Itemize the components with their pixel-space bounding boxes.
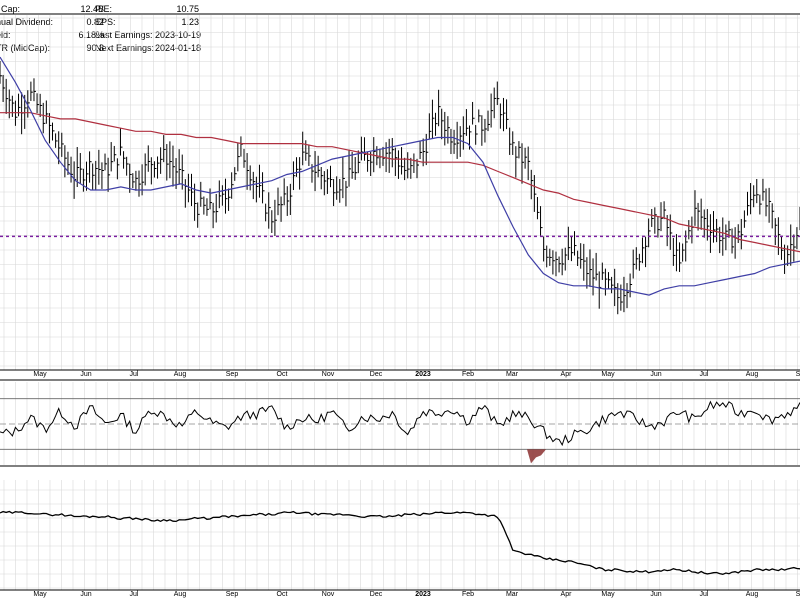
month-axis: May Jun Jul Aug Sep Oct Nov Dec 2023 Feb Mar Apr May… — [33, 371, 800, 598]
month-label: Nov — [322, 371, 335, 378]
info-right-row: Next Earnings:2024-01-18 — [95, 42, 202, 55]
month-label: 2023 — [415, 591, 431, 598]
info-left-value: 12.4B — [80, 4, 104, 14]
ma-short-line — [0, 56, 800, 296]
month-label: Feb — [462, 371, 474, 378]
info-right-row: EPS: 1.23 — [95, 16, 199, 29]
ma-long-line — [0, 112, 800, 253]
oscillator-panel — [0, 398, 800, 464]
month-label: Dec — [370, 371, 383, 378]
stock-info-right: P/E: 10.75 EPS: 1.23 Last Earnings: 2023-10-1… — [95, 3, 202, 55]
month-label: May — [33, 371, 47, 378]
info-right-row: P/E: 10.75 — [95, 3, 199, 16]
info-left-row: eld: 6.18% — [0, 29, 104, 42]
month-label: Apr — [561, 591, 573, 598]
info-right-value: 2024-01-18 — [155, 43, 202, 53]
info-left-row: TR (MidCap): 90.8 — [0, 42, 104, 55]
month-label: Sep — [226, 371, 239, 378]
month-label: Jun — [650, 371, 661, 378]
info-left-label: nual Dividend: — [0, 17, 54, 27]
month-label: Jun — [80, 371, 91, 378]
month-label: Jul — [700, 591, 709, 598]
month-label: Aug — [746, 371, 759, 378]
info-right-value: 1.23 — [181, 17, 199, 27]
month-label: Feb — [462, 591, 474, 598]
month-label: Jul — [700, 371, 709, 378]
month-label: S — [796, 371, 800, 378]
relative-strength-panel — [0, 510, 800, 575]
info-left-row: nual Dividend: 0.82 — [0, 16, 104, 29]
month-label: Aug — [174, 371, 187, 378]
month-label: May — [33, 591, 47, 598]
price-panel — [0, 56, 800, 315]
month-label: Oct — [277, 371, 288, 378]
info-right-label: EPS: — [95, 17, 116, 27]
month-label: Mar — [506, 591, 519, 598]
info-left-label: eld: — [0, 30, 11, 40]
info-right-label: P/E: — [95, 4, 113, 14]
month-label: May — [601, 371, 615, 378]
month-label: Jul — [130, 591, 139, 598]
info-right-label: Next Earnings: — [95, 43, 155, 53]
month-label: Mar — [506, 371, 519, 378]
month-label: Nov — [322, 591, 335, 598]
month-label: Oct — [277, 591, 288, 598]
osc-oversold-fill — [527, 449, 546, 464]
info-left-row: t Cap: 12.4B — [0, 3, 104, 16]
relative-strength-line — [0, 510, 800, 575]
info-right-row: Last Earnings: 2023-10-19 — [95, 29, 202, 42]
oscillator-line — [0, 400, 800, 447]
month-label: Aug — [174, 591, 187, 598]
month-label: Jul — [130, 371, 139, 378]
info-left-label: t Cap: — [0, 4, 21, 14]
month-label: Aug — [746, 591, 759, 598]
month-label: Apr — [561, 371, 573, 378]
stock-info-left: t Cap: 12.4B nual Dividend: 0.82 eld: 6.18% TR… — [0, 3, 104, 55]
month-label: S — [796, 591, 800, 598]
month-label: 2023 — [415, 371, 431, 378]
month-label: Jun — [80, 591, 91, 598]
info-left-value: 0.82 — [86, 17, 104, 27]
month-label: May — [601, 591, 615, 598]
month-label: Jun — [650, 591, 661, 598]
grid — [0, 13, 800, 591]
month-label: Dec — [370, 591, 383, 598]
info-right-value: 2023-10-19 — [155, 30, 202, 40]
info-left-label: TR (MidCap): — [0, 43, 51, 53]
info-left-value: 6.18% — [78, 30, 104, 40]
month-label: Sep — [226, 591, 239, 598]
info-left-value: 90.8 — [86, 43, 104, 53]
info-right-value: 10.75 — [176, 4, 199, 14]
info-right-label: Last Earnings: — [95, 30, 153, 40]
